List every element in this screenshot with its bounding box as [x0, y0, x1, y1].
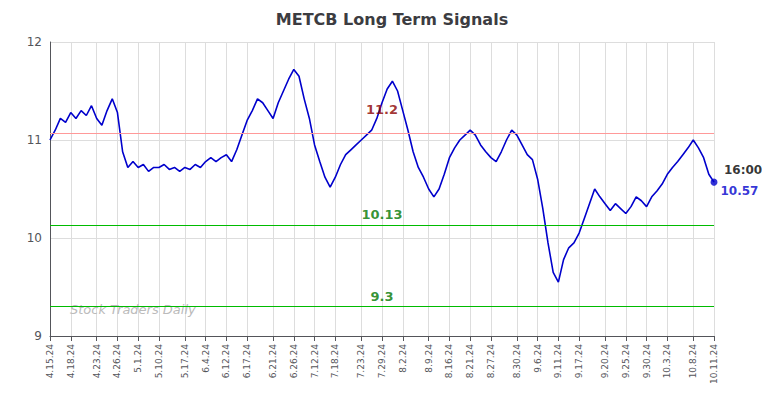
svg-text:9.11.24: 9.11.24 [553, 344, 563, 379]
svg-text:4.26.24: 4.26.24 [112, 344, 122, 379]
svg-text:9: 9 [34, 329, 42, 343]
svg-text:5.10.24: 5.10.24 [154, 344, 164, 379]
svg-text:8.2.24: 8.2.24 [398, 344, 408, 373]
svg-text:7.29.24: 7.29.24 [377, 344, 387, 379]
svg-text:16:00: 16:00 [724, 163, 762, 177]
svg-text:6.17.24: 6.17.24 [242, 344, 252, 379]
svg-text:6.4.24: 6.4.24 [201, 344, 211, 373]
svg-text:11: 11 [27, 133, 42, 147]
svg-text:5.1.24: 5.1.24 [133, 344, 143, 373]
svg-text:10.8.24: 10.8.24 [688, 344, 698, 379]
svg-text:9.6.24: 9.6.24 [533, 344, 543, 373]
svg-text:10.3.24: 10.3.24 [662, 344, 672, 379]
svg-text:5.17.24: 5.17.24 [180, 344, 190, 379]
svg-text:9.17.24: 9.17.24 [574, 344, 584, 379]
svg-text:7.18.24: 7.18.24 [330, 344, 340, 379]
svg-text:8.16.24: 8.16.24 [444, 344, 454, 379]
svg-text:7.12.24: 7.12.24 [310, 344, 320, 379]
svg-text:10.11.24: 10.11.24 [709, 344, 719, 384]
svg-text:10: 10 [27, 231, 42, 245]
svg-text:11.2: 11.2 [366, 102, 398, 117]
svg-text:7.23.24: 7.23.24 [356, 344, 366, 379]
svg-text:9.25.24: 9.25.24 [621, 344, 631, 379]
svg-text:9.30.24: 9.30.24 [642, 344, 652, 379]
svg-text:8.9.24: 8.9.24 [424, 344, 434, 373]
svg-text:10.13: 10.13 [361, 207, 402, 222]
svg-text:8.21.24: 8.21.24 [465, 344, 475, 379]
svg-text:12: 12 [27, 35, 42, 49]
svg-text:4.18.24: 4.18.24 [66, 344, 76, 379]
svg-text:4.15.24: 4.15.24 [45, 344, 55, 379]
svg-text:6.21.24: 6.21.24 [268, 344, 278, 379]
svg-text:9.3: 9.3 [370, 289, 393, 304]
svg-text:6.26.24: 6.26.24 [289, 344, 299, 379]
svg-text:4.23.24: 4.23.24 [92, 344, 102, 379]
svg-text:9.20.24: 9.20.24 [600, 344, 610, 379]
svg-text:METCB Long Term Signals: METCB Long Term Signals [276, 10, 508, 29]
svg-text:8.30.24: 8.30.24 [512, 344, 522, 379]
svg-text:Stock Traders Daily: Stock Traders Daily [70, 302, 196, 317]
svg-text:10.57: 10.57 [721, 184, 759, 198]
svg-text:6.12.24: 6.12.24 [221, 344, 231, 379]
svg-text:8.27.24: 8.27.24 [486, 344, 496, 379]
